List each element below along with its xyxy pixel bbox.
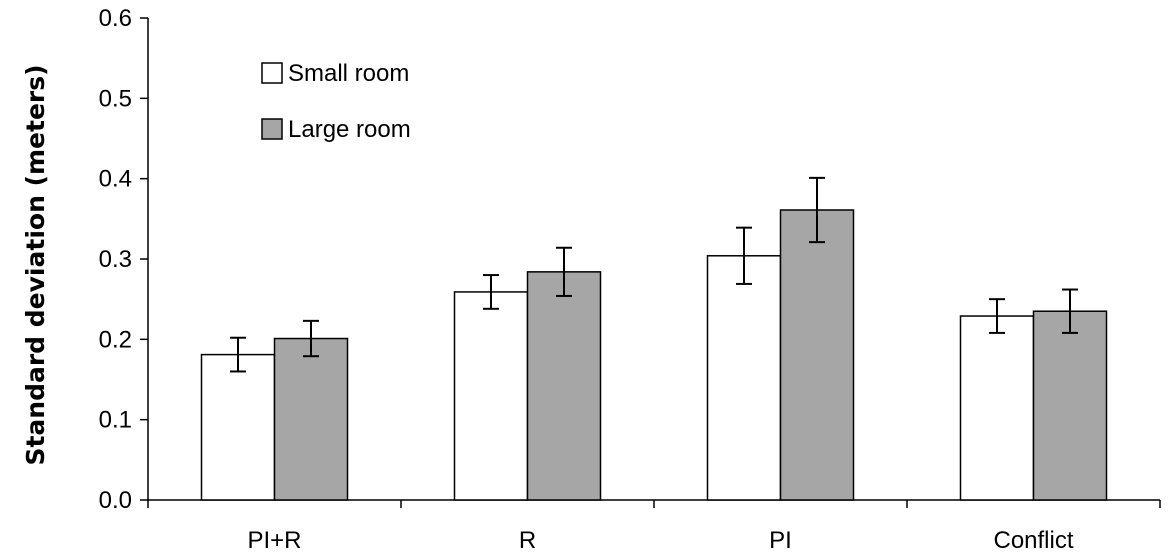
bars bbox=[200, 176, 1108, 501]
bar-r-large-room bbox=[526, 271, 602, 501]
bar-pi-r-small-room bbox=[200, 353, 276, 501]
x-axis: PI+R R PI Conflict bbox=[147, 499, 1161, 554]
bar-pi-r-large-room bbox=[273, 337, 349, 501]
y-tick-label: 0.3 bbox=[99, 246, 132, 273]
legend: Small room Large room bbox=[261, 60, 411, 143]
x-tick-label: PI bbox=[769, 527, 792, 554]
y-axis-title: Standard deviation (meters) bbox=[21, 64, 50, 465]
y-tick-label: 0.4 bbox=[99, 166, 132, 193]
y-axis: 0.0 0.1 0.2 0.3 0.4 0.5 0.6 bbox=[99, 5, 149, 514]
legend-swatch-small-room bbox=[261, 62, 283, 84]
y-tick-label: 0.5 bbox=[99, 85, 132, 112]
legend-swatch-large-room bbox=[261, 118, 283, 140]
bar-conflict-large-room bbox=[1032, 310, 1108, 501]
y-tick-label: 0.1 bbox=[99, 407, 132, 434]
x-tick-label: R bbox=[519, 527, 536, 554]
bar-conflict-small-room bbox=[959, 315, 1035, 501]
y-tick-label: 0.0 bbox=[99, 487, 132, 514]
bar-r-small-room bbox=[453, 291, 529, 501]
legend-label-large-room: Large room bbox=[288, 116, 411, 143]
y-tick-label: 0.6 bbox=[99, 5, 132, 32]
x-tick-label: PI+R bbox=[247, 527, 301, 554]
x-tick-label: Conflict bbox=[993, 527, 1073, 554]
bar-pi-large-room bbox=[779, 209, 855, 501]
bar-pi-small-room bbox=[706, 255, 782, 501]
legend-label-small-room: Small room bbox=[288, 60, 409, 87]
y-tick-label: 0.2 bbox=[99, 326, 132, 353]
